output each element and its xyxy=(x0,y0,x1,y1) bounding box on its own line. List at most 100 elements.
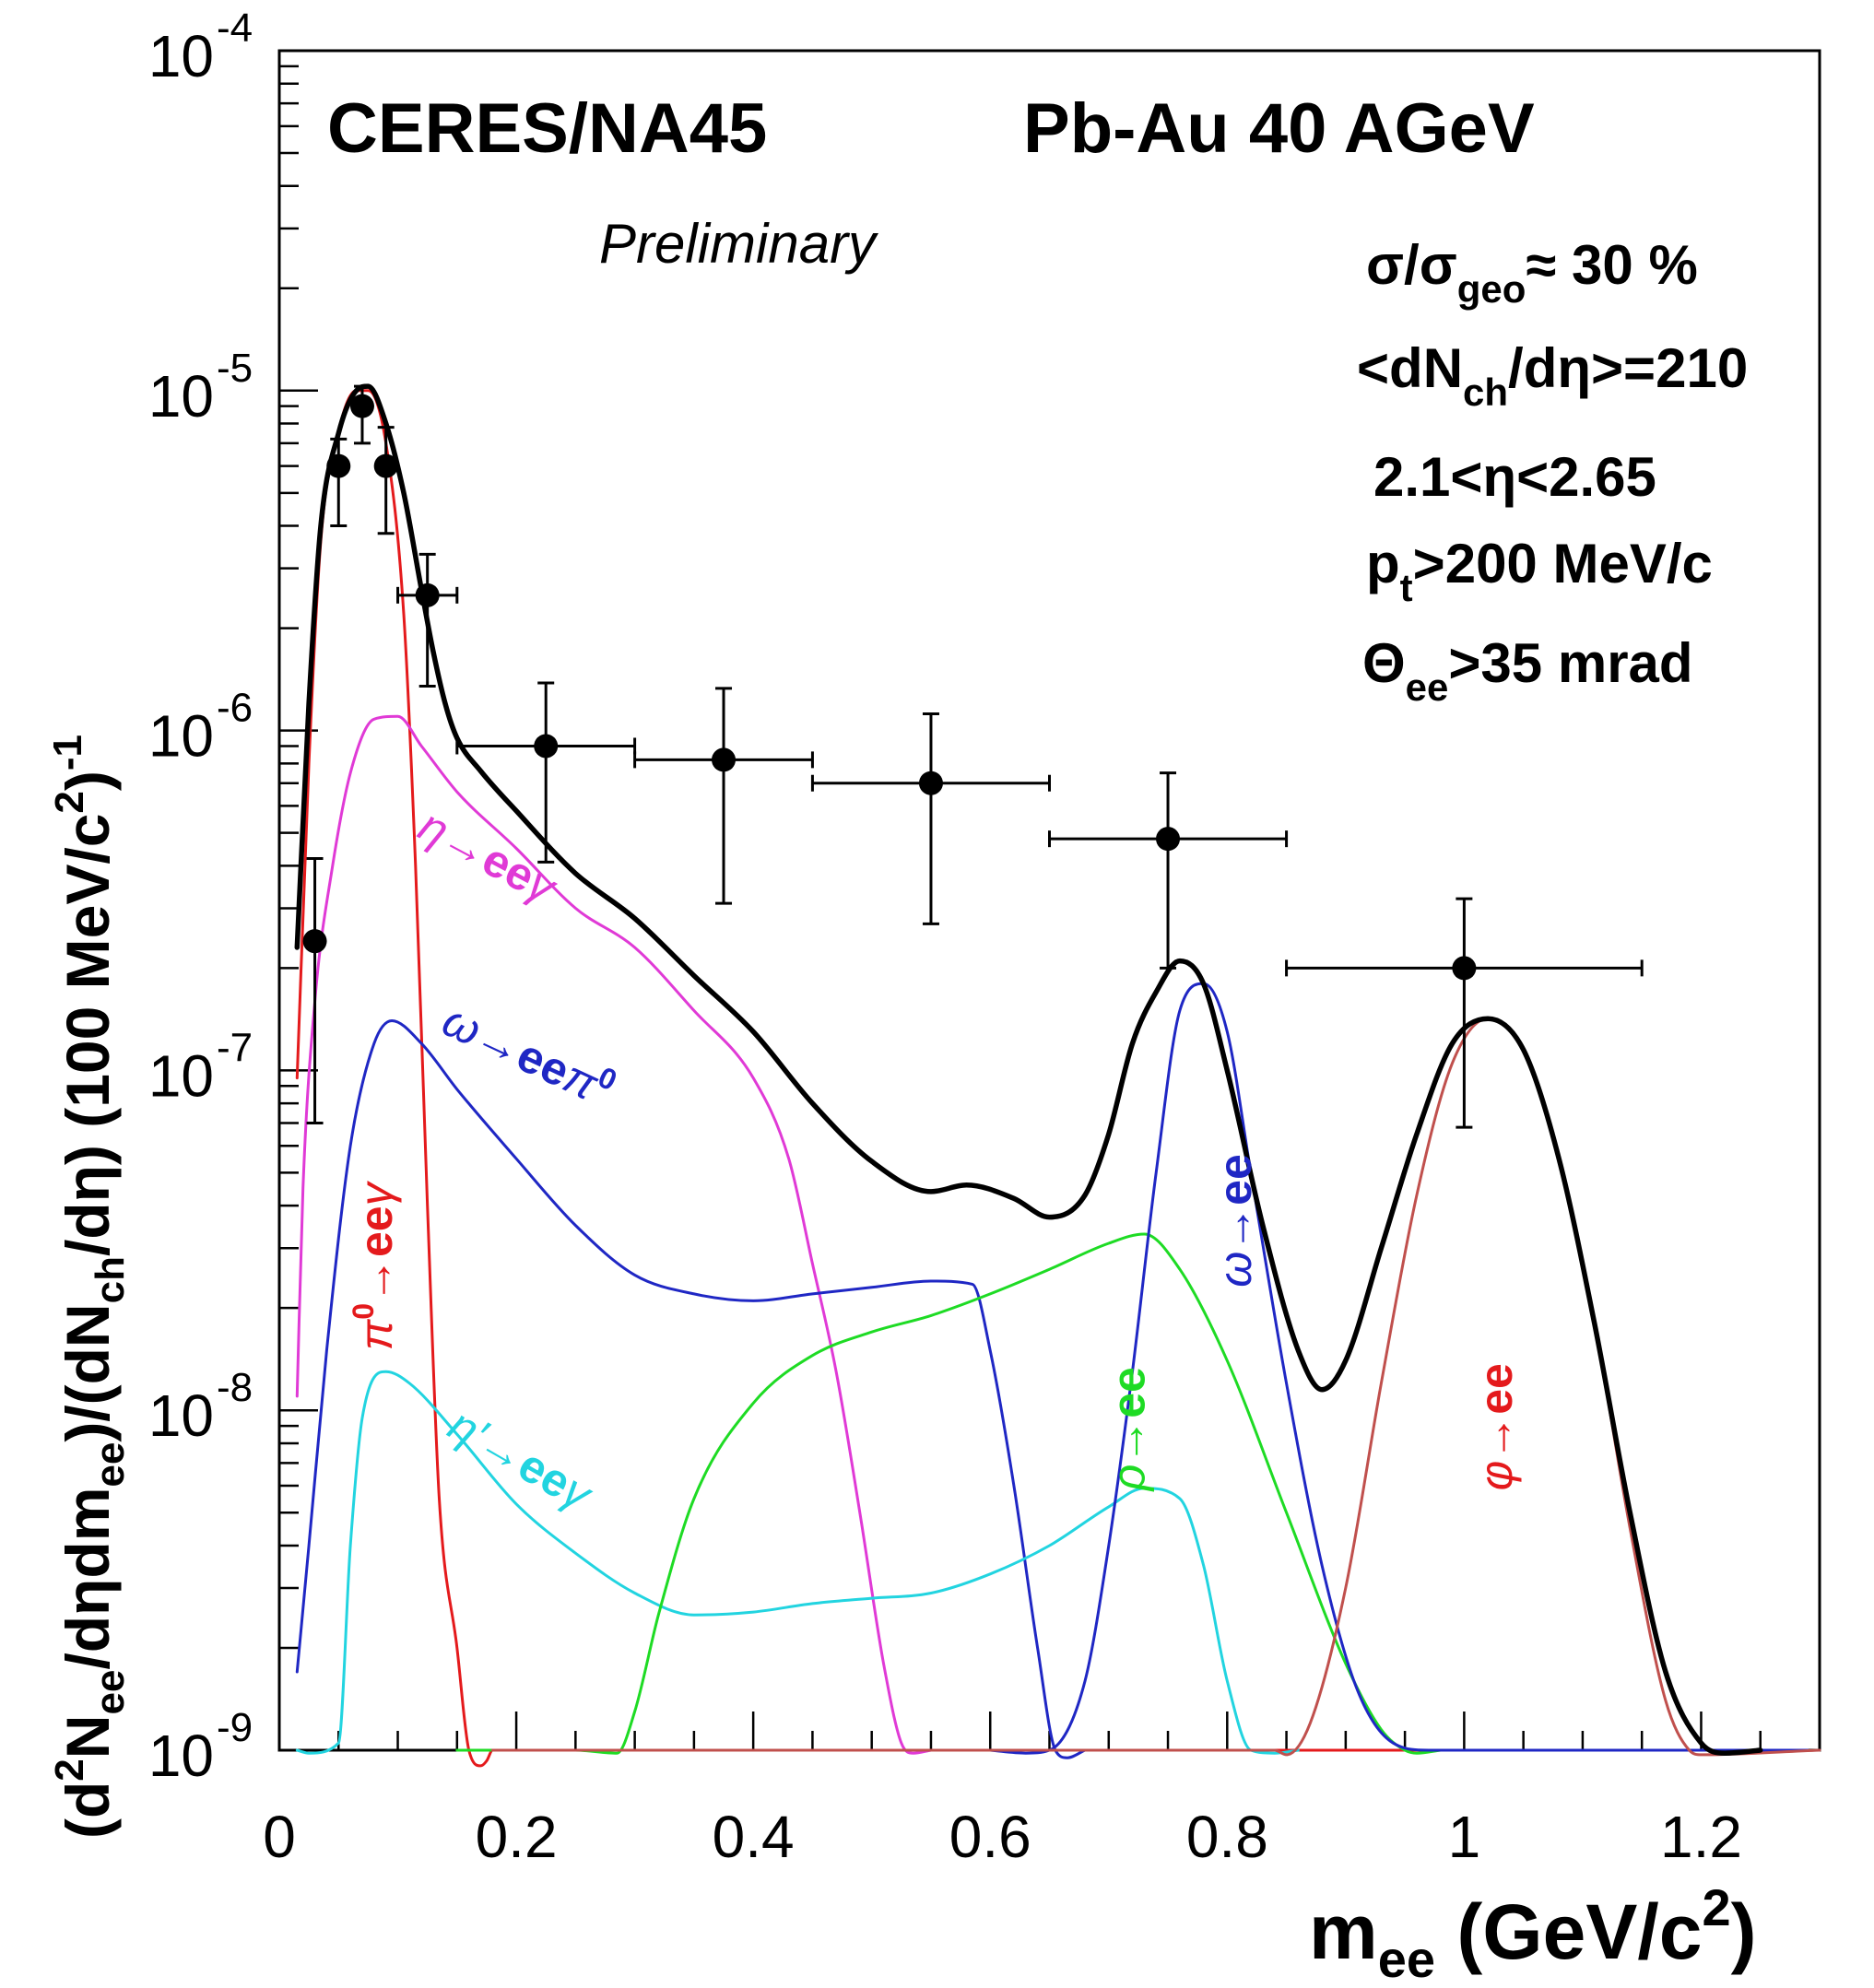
data-point xyxy=(349,394,374,418)
y-axis-label-sub2: ee xyxy=(88,1442,133,1488)
curve-label-arrow: → xyxy=(1102,1418,1154,1465)
series-line-phi xyxy=(490,1017,1821,1757)
curve-label-sup: 0 xyxy=(347,1303,380,1320)
data-point xyxy=(534,734,559,759)
info-line: σ/σgeo≈ 30 % xyxy=(1366,234,1698,311)
x-tick-label: 0.4 xyxy=(713,1804,795,1870)
y-axis-label-sub1: ee xyxy=(88,1670,133,1715)
curve-label-products: ee xyxy=(350,1206,402,1257)
y-axis-label-sup2: 2 xyxy=(47,791,92,813)
y-tick-label: 10 xyxy=(148,1042,214,1109)
y-axis-label-p1: (d xyxy=(53,1782,122,1839)
info-subscript: ch xyxy=(1463,371,1508,414)
y-tick-labels: 10-910-810-710-610-510-4 xyxy=(148,6,253,1789)
chart-subtitle: Preliminary xyxy=(599,213,879,275)
info-line: <dNch/dη>=210 xyxy=(1357,337,1748,414)
y-axis-label-p6: ) xyxy=(53,770,122,791)
x-tick-label: 0 xyxy=(263,1804,296,1870)
curve-label-arrow: → xyxy=(350,1257,402,1303)
series-line-total xyxy=(294,383,1763,1756)
y-axis-label-sup3: -1 xyxy=(45,735,90,770)
y-axis-label-p5: /dη) (100 MeV/c xyxy=(53,814,122,1256)
curve-label-particle: π xyxy=(350,1318,402,1350)
info-subscript: ee xyxy=(1406,665,1449,709)
info-text: σ/σ xyxy=(1366,234,1457,296)
y-axis-label-p2: N xyxy=(53,1715,122,1759)
y-tick-label: 10 xyxy=(148,363,214,429)
y-axis-label: (d2Nee/dηdmee)/(dNch/dη) (100 MeV/c2)-1 xyxy=(45,735,133,1839)
info-text: <dN xyxy=(1357,337,1463,399)
x-tick-label: 0.2 xyxy=(476,1804,558,1870)
series-line-rho xyxy=(455,1232,1443,1755)
x-axis-label-rest: (GeV/c xyxy=(1435,1888,1702,1975)
series-line-omega_dalitz xyxy=(295,1019,1087,1759)
y-tick-label: 10 xyxy=(148,1723,214,1789)
y-tick-label: 10 xyxy=(148,23,214,89)
x-axis-label-sup: 2 xyxy=(1702,1878,1730,1936)
info-subscript: t xyxy=(1400,566,1413,609)
info-box: σ/σgeo≈ 30 % <dNch/dη>=210 2.1<η<2.65 pt>20… xyxy=(1357,234,1748,709)
info-line: pt>200 MeV/c xyxy=(1366,533,1713,609)
x-axis-label-main: m xyxy=(1309,1888,1378,1975)
y-tick-exponent: -8 xyxy=(217,1365,253,1410)
x-tick-labels: 0 0.2 0.4 0.6 0.8 1 1.2 xyxy=(263,1804,1742,1870)
info-line: 2.1<η<2.65 xyxy=(1373,446,1656,508)
series-line-etaprime xyxy=(295,1370,1300,1755)
y-tick-label: 10 xyxy=(148,703,214,770)
data-points xyxy=(302,384,1644,1129)
y-axis-label-sup1: 2 xyxy=(47,1759,92,1781)
data-point xyxy=(918,770,943,795)
y-tick-exponent: -6 xyxy=(217,686,253,731)
curve-label: ρ→ee xyxy=(1102,1367,1154,1492)
info-text: >200 MeV/c xyxy=(1413,533,1713,594)
curve-label-extra: γ xyxy=(350,1180,402,1206)
axis-ticks xyxy=(277,49,1821,1752)
y-tick-exponent: -7 xyxy=(217,1025,253,1070)
data-point xyxy=(712,747,737,772)
x-tick-label: 0.8 xyxy=(1186,1804,1268,1870)
plot-frame xyxy=(277,49,1821,1752)
y-tick-exponent: -9 xyxy=(217,1705,253,1750)
curve-label-products: ee xyxy=(1102,1367,1154,1418)
x-axis-label: mee (GeV/c2) xyxy=(1309,1878,1757,1988)
chart-title-right: Pb-Au 40 AGeV xyxy=(1023,89,1535,168)
y-axis-label-p3: /dηdm xyxy=(53,1488,122,1670)
series-line-eta xyxy=(295,714,933,1755)
info-text: /dη>=210 xyxy=(1508,337,1748,399)
info-text: >35 mrad xyxy=(1448,632,1692,694)
series-curves xyxy=(294,383,1821,1768)
curve-label: η→eeγ xyxy=(411,799,567,914)
curve-label: π0→eeγ xyxy=(347,1180,402,1350)
curve-label-products: ee xyxy=(1209,1154,1261,1206)
data-point xyxy=(373,453,398,478)
info-line: Θee>35 mrad xyxy=(1362,632,1693,709)
y-axis-label-sub3: ch xyxy=(88,1256,133,1303)
x-axis-label-sub: ee xyxy=(1378,1930,1435,1988)
x-tick-label: 1 xyxy=(1448,1804,1481,1870)
info-text: p xyxy=(1366,533,1400,594)
info-text: Θ xyxy=(1362,632,1406,694)
y-tick-label: 10 xyxy=(148,1382,214,1449)
y-axis-label-p4: )/(dN xyxy=(53,1303,122,1441)
curve-label-products: ee xyxy=(1470,1363,1522,1415)
y-tick-exponent: -4 xyxy=(217,6,253,51)
series-line-omega xyxy=(988,982,1809,1755)
x-axis-label-end: ) xyxy=(1731,1888,1757,1975)
curve-label-arrow: → xyxy=(1470,1415,1522,1461)
y-tick-exponent: -5 xyxy=(217,346,253,391)
curve-label: η′→eeγ xyxy=(441,1398,603,1522)
info-text: 2.1<η<2.65 xyxy=(1373,446,1656,508)
curve-label-particle: φ xyxy=(1470,1461,1522,1491)
data-point xyxy=(1156,827,1181,852)
info-subscript: geo xyxy=(1457,267,1526,311)
data-point xyxy=(326,453,351,478)
x-tick-label: 0.6 xyxy=(949,1804,1031,1870)
curve-label: ω→ee xyxy=(1209,1154,1261,1288)
curve-label: φ→ee xyxy=(1470,1363,1522,1490)
curve-label-particle: ρ xyxy=(1102,1465,1154,1493)
curve-label-arrow: → xyxy=(1209,1206,1261,1252)
data-point xyxy=(1452,956,1477,981)
